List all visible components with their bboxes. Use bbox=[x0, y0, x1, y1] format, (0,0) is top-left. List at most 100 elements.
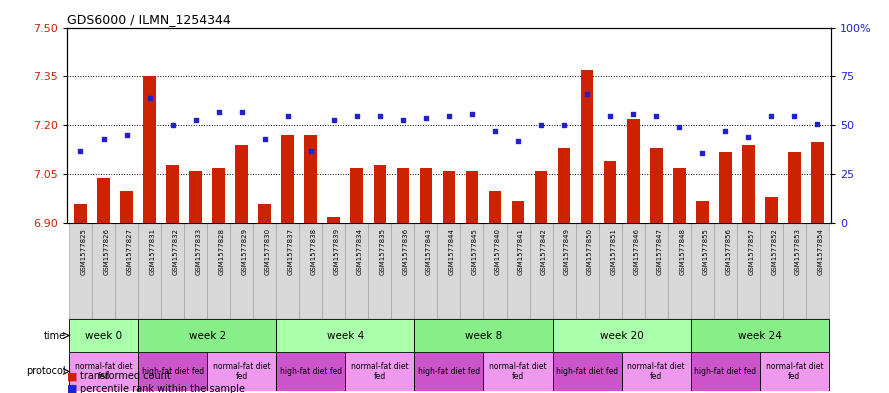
Text: GSM1577826: GSM1577826 bbox=[103, 228, 109, 275]
Bar bbox=[161, 224, 184, 319]
Text: GSM1577853: GSM1577853 bbox=[795, 228, 800, 275]
Bar bbox=[253, 224, 276, 319]
Bar bbox=[806, 224, 829, 319]
Bar bbox=[69, 319, 138, 352]
Bar bbox=[512, 200, 525, 224]
Text: normal-fat diet
fed: normal-fat diet fed bbox=[212, 362, 270, 381]
Point bbox=[74, 148, 88, 154]
Bar bbox=[507, 224, 530, 319]
Point bbox=[326, 116, 340, 123]
Text: GSM1577833: GSM1577833 bbox=[196, 228, 202, 275]
Bar bbox=[489, 191, 501, 224]
Bar bbox=[668, 224, 691, 319]
Point bbox=[557, 122, 572, 129]
Bar bbox=[783, 224, 806, 319]
Point bbox=[235, 108, 249, 115]
Bar bbox=[484, 352, 553, 391]
Bar bbox=[345, 224, 368, 319]
Text: GSM1577855: GSM1577855 bbox=[702, 228, 709, 275]
Bar bbox=[143, 77, 156, 224]
Text: GSM1577839: GSM1577839 bbox=[333, 228, 340, 275]
Text: percentile rank within the sample: percentile rank within the sample bbox=[80, 384, 245, 393]
Text: transformed count: transformed count bbox=[80, 371, 171, 382]
Bar bbox=[420, 168, 432, 224]
Point bbox=[304, 148, 318, 154]
Text: normal-fat diet
fed: normal-fat diet fed bbox=[351, 362, 409, 381]
Bar bbox=[645, 224, 668, 319]
Bar bbox=[276, 224, 300, 319]
Bar bbox=[760, 224, 783, 319]
Text: GSM1577845: GSM1577845 bbox=[472, 228, 478, 275]
Text: GSM1577847: GSM1577847 bbox=[656, 228, 662, 275]
Point bbox=[142, 95, 156, 101]
Text: week 4: week 4 bbox=[326, 331, 364, 340]
Bar bbox=[437, 224, 461, 319]
Text: GSM1577856: GSM1577856 bbox=[725, 228, 732, 275]
Point bbox=[741, 134, 756, 140]
Text: GSM1577852: GSM1577852 bbox=[772, 228, 777, 275]
Text: GSM1577849: GSM1577849 bbox=[565, 228, 570, 275]
Bar bbox=[553, 224, 575, 319]
Bar bbox=[414, 319, 553, 352]
Point bbox=[188, 116, 203, 123]
Bar bbox=[461, 224, 484, 319]
Point bbox=[488, 128, 502, 134]
Point bbox=[649, 112, 663, 119]
Text: GSM1577834: GSM1577834 bbox=[356, 228, 363, 275]
Bar bbox=[300, 224, 323, 319]
Text: normal-fat diet
fed: normal-fat diet fed bbox=[628, 362, 685, 381]
Text: high-fat diet fed: high-fat diet fed bbox=[141, 367, 204, 376]
Text: normal-fat diet
fed: normal-fat diet fed bbox=[489, 362, 547, 381]
Bar bbox=[696, 200, 709, 224]
Bar bbox=[166, 165, 179, 224]
Bar bbox=[230, 224, 253, 319]
Text: ■: ■ bbox=[67, 371, 77, 382]
Bar bbox=[414, 352, 484, 391]
Text: GSM1577842: GSM1577842 bbox=[541, 228, 547, 275]
Text: GSM1577831: GSM1577831 bbox=[149, 228, 156, 275]
Text: high-fat diet fed: high-fat diet fed bbox=[694, 367, 757, 376]
Bar bbox=[74, 204, 87, 224]
Text: GSM1577846: GSM1577846 bbox=[633, 228, 639, 275]
Bar bbox=[368, 224, 391, 319]
Bar bbox=[414, 224, 437, 319]
Bar bbox=[581, 70, 594, 224]
Text: GSM1577844: GSM1577844 bbox=[449, 228, 455, 275]
Text: GSM1577827: GSM1577827 bbox=[126, 228, 132, 275]
Bar bbox=[207, 352, 276, 391]
Bar bbox=[811, 142, 824, 224]
Text: time: time bbox=[44, 331, 66, 340]
Bar bbox=[212, 168, 225, 224]
Bar bbox=[276, 319, 414, 352]
Bar bbox=[92, 224, 115, 319]
Text: normal-fat diet
fed: normal-fat diet fed bbox=[765, 362, 823, 381]
Point bbox=[534, 122, 549, 129]
Bar bbox=[396, 168, 409, 224]
Text: week 20: week 20 bbox=[600, 331, 644, 340]
Text: GSM1577840: GSM1577840 bbox=[495, 228, 501, 275]
Text: GSM1577825: GSM1577825 bbox=[81, 228, 86, 275]
Point bbox=[765, 112, 779, 119]
Bar bbox=[97, 178, 110, 224]
Bar bbox=[236, 145, 248, 224]
Text: GSM1577832: GSM1577832 bbox=[172, 228, 179, 275]
Text: high-fat diet fed: high-fat diet fed bbox=[418, 367, 480, 376]
Text: protocol: protocol bbox=[27, 366, 66, 376]
Bar bbox=[553, 352, 621, 391]
Bar bbox=[714, 224, 737, 319]
Bar bbox=[627, 119, 639, 224]
Point bbox=[96, 136, 110, 142]
Point bbox=[119, 132, 133, 138]
Bar bbox=[184, 224, 207, 319]
Text: GSM1577851: GSM1577851 bbox=[610, 228, 616, 275]
Text: week 0: week 0 bbox=[85, 331, 122, 340]
Text: GSM1577837: GSM1577837 bbox=[288, 228, 293, 275]
Point bbox=[580, 91, 594, 97]
Point bbox=[442, 112, 456, 119]
Text: GSM1577848: GSM1577848 bbox=[679, 228, 685, 275]
Bar bbox=[604, 162, 616, 224]
Text: GSM1577838: GSM1577838 bbox=[311, 228, 316, 275]
Bar bbox=[691, 319, 829, 352]
Text: high-fat diet fed: high-fat diet fed bbox=[556, 367, 618, 376]
Text: GSM1577854: GSM1577854 bbox=[817, 228, 823, 275]
